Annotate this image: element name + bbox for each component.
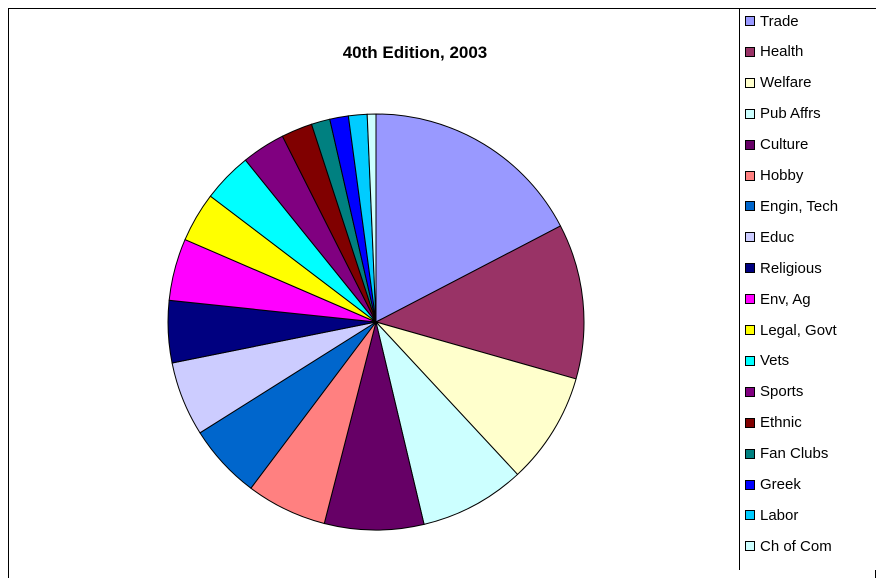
- legend-swatch: [745, 294, 755, 305]
- legend-swatch: [745, 448, 755, 459]
- legend-swatch: [745, 170, 755, 181]
- legend-swatch: [745, 510, 755, 521]
- chart-title: 40th Edition, 2003: [342, 43, 488, 62]
- legend-item: Hobby: [745, 166, 803, 186]
- legend-item: Health: [745, 42, 803, 62]
- legend-label: Hobby: [760, 167, 804, 184]
- legend-item: Greek: [745, 475, 801, 495]
- legend-swatch: [745, 479, 755, 490]
- legend-item: Vets: [745, 351, 789, 371]
- legend-swatch: [745, 355, 755, 366]
- legend-label: Health: [760, 43, 804, 61]
- legend-item: Env, Ag: [745, 289, 811, 309]
- legend-item: Educ: [745, 227, 794, 247]
- legend-swatch: [745, 16, 755, 26]
- pie-slice-ch-of-com: [366, 113, 377, 323]
- legend-swatch: [745, 417, 755, 428]
- legend-label: Welfare: [760, 74, 812, 92]
- legend-label: Fan Clubs: [760, 445, 829, 463]
- legend-item: Trade: [745, 11, 799, 31]
- legend-swatch: [745, 232, 755, 243]
- legend-label: Culture: [760, 136, 809, 154]
- pie-slice-trade: [375, 113, 562, 323]
- legend-item: Culture: [745, 135, 808, 155]
- legend-swatch: [745, 325, 755, 335]
- legend-label: Pub Affrs: [760, 105, 821, 123]
- legend-item: Pub Affrs: [745, 104, 821, 124]
- legend-item: Sports: [745, 382, 803, 402]
- legend: Trade Health Welfare Pub Affrs Culture Hobby E…: [739, 8, 876, 570]
- legend-label: Educ: [760, 228, 795, 246]
- pie-slice-health: [374, 225, 585, 380]
- legend-item: Welfare: [745, 73, 811, 93]
- legend-item: Ethnic: [745, 413, 802, 433]
- legend-swatch: [745, 108, 755, 119]
- legend-item: Labor: [745, 505, 798, 525]
- legend-item: Religious: [745, 258, 822, 278]
- pie-slice-culture: [323, 321, 425, 531]
- legend-swatch: [745, 263, 755, 274]
- legend-item: Fan Clubs: [745, 444, 828, 464]
- legend-swatch: [745, 541, 755, 552]
- pie-slice-welfare: [374, 321, 577, 476]
- legend-swatch: [745, 201, 755, 212]
- legend-label: Legal, Govt: [760, 321, 837, 339]
- legend-item: Legal, Govt: [745, 320, 837, 340]
- legend-label: Labor: [760, 506, 799, 524]
- legend-label: Sports: [760, 383, 804, 401]
- legend-label: Env, Ag: [760, 290, 811, 308]
- legend-label: Greek: [760, 476, 801, 493]
- legend-label: Trade: [760, 12, 799, 30]
- legend-item: Engin, Tech: [745, 196, 838, 216]
- legend-label: Vets: [760, 352, 790, 370]
- legend-label: Ethnic: [760, 414, 802, 432]
- legend-label: Ch of Com: [760, 537, 832, 555]
- legend-item: Ch of Com: [745, 536, 832, 556]
- legend-swatch: [745, 139, 755, 150]
- legend-swatch: [745, 386, 755, 397]
- legend-swatch: [745, 77, 755, 88]
- pie-slice-pub-affrs: [375, 320, 519, 525]
- legend-label: Religious: [760, 259, 822, 277]
- legend-swatch: [745, 46, 755, 57]
- legend-label: Engin, Tech: [760, 197, 839, 215]
